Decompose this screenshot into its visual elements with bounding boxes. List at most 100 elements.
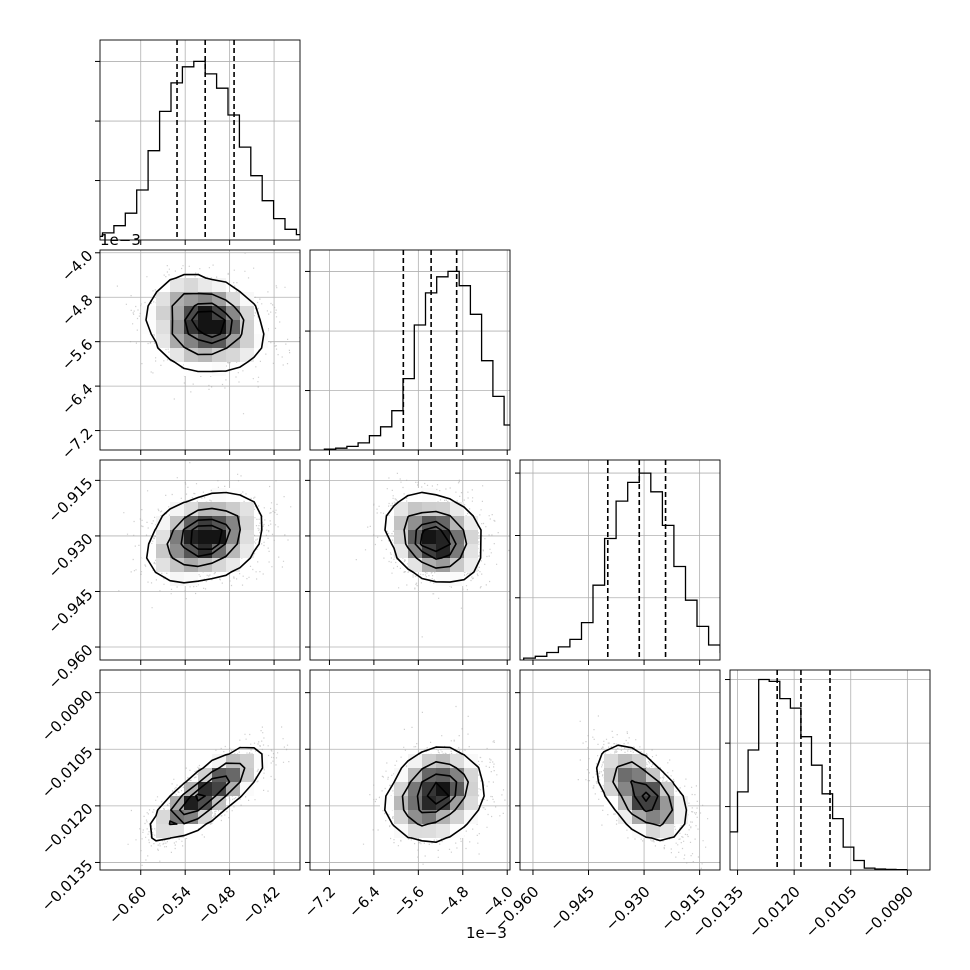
- density-bin-1-0: [184, 348, 198, 362]
- density-bin-3-1: [422, 768, 436, 782]
- density-bin-3-2: [618, 810, 632, 824]
- density-bin-3-1: [422, 782, 436, 796]
- density-bin-2-1: [408, 502, 422, 516]
- contour-1-0-2: [184, 302, 233, 345]
- pair-frame-3-2: [519, 669, 721, 871]
- density-bin-2-1: [408, 516, 422, 530]
- density-bin-3-0: [240, 754, 254, 768]
- density-bin-2-1: [394, 502, 408, 516]
- density-bin-1-0: [254, 334, 268, 348]
- hist-panel-2: [515, 459, 721, 665]
- y-tick-label-3-0: −0.0135: [38, 856, 97, 915]
- density-bin-1-0: [212, 320, 226, 334]
- contour-2-1-0: [384, 491, 482, 583]
- y-tick-label-2-1: −0.945: [45, 585, 97, 637]
- density-bin-3-2: [618, 754, 632, 768]
- contour-3-1-2: [416, 773, 458, 814]
- density-bin-2-0: [156, 544, 170, 558]
- y-tick-label-1-3: −4.8: [58, 291, 96, 329]
- density-bin-1-0: [198, 278, 212, 292]
- density-bin-3-2: [660, 782, 674, 796]
- density-bin-3-1: [422, 754, 436, 768]
- density-bin-3-1: [436, 796, 450, 810]
- density-bin-2-0: [240, 544, 254, 558]
- pair-inner-1-0: [100, 250, 300, 450]
- density-bin-2-0: [170, 558, 184, 572]
- density-bin-3-1: [450, 782, 464, 796]
- density-bin-1-0: [254, 320, 268, 334]
- density-bin-3-1: [380, 796, 394, 810]
- density-bin-3-1: [464, 796, 478, 810]
- density-bin-3-0: [156, 824, 170, 838]
- contour-1-0-0: [145, 273, 265, 373]
- pair-panel-3-0: [95, 669, 301, 875]
- density-bin-3-0: [254, 754, 268, 768]
- contour-3-2-3: [641, 791, 651, 802]
- contour-2-0-0: [145, 491, 263, 584]
- density-bin-2-0: [170, 572, 184, 586]
- density-bin-2-1: [408, 558, 422, 572]
- contour-3-0-2: [178, 775, 231, 816]
- density-bin-3-2: [618, 782, 632, 796]
- x-tick-label-1-1: −6.4: [345, 883, 383, 921]
- contour-2-1-1: [403, 510, 468, 569]
- contour-2-1-3: [419, 525, 451, 553]
- x-offset-label-1: 1e−3: [466, 924, 507, 942]
- density-bin-3-1: [450, 796, 464, 810]
- density-bin-2-0: [212, 488, 226, 502]
- density-bin-2-1: [422, 502, 436, 516]
- contour-3-2-0: [595, 744, 688, 842]
- y-offset-label-1: 1e−3: [100, 231, 141, 249]
- density-bin-3-0: [170, 824, 184, 838]
- density-bin-1-0: [170, 348, 184, 362]
- density-bin-3-0: [226, 768, 240, 782]
- pair-panel-2-0: [95, 459, 301, 665]
- density-bin-2-0: [198, 530, 212, 544]
- x-tick-label-2-1: −0.945: [546, 883, 598, 935]
- x-tick-label-0-0: −0.60: [105, 883, 150, 928]
- density-bin-1-0: [226, 320, 240, 334]
- hist-inner-0: [100, 40, 300, 240]
- density-bin-1-0: [184, 278, 198, 292]
- density-bin-2-0: [240, 502, 254, 516]
- y-tick-label-3-1: −0.0120: [38, 800, 97, 859]
- hist-panel-0: [95, 39, 301, 245]
- density-bin-2-0: [212, 530, 226, 544]
- density-bin-3-0: [212, 754, 226, 768]
- density-bin-3-2: [646, 768, 660, 782]
- density-bin-1-0: [184, 362, 198, 376]
- density-bin-1-0: [226, 292, 240, 306]
- density-bin-1-0: [226, 306, 240, 320]
- density-bin-2-0: [226, 488, 240, 502]
- density-bin-2-1: [394, 544, 408, 558]
- pair-inner-2-1: [310, 460, 510, 660]
- density-bin-3-1: [394, 796, 408, 810]
- contour-2-0-3: [190, 524, 223, 550]
- pair-frame-3-1: [309, 669, 511, 871]
- pair-inner-3-1: [310, 670, 510, 870]
- density-bin-1-0: [170, 278, 184, 292]
- density-bin-3-1: [408, 810, 422, 824]
- pair-frame-2-0: [99, 459, 301, 661]
- y-tick-label-1-0: −7.2: [58, 424, 96, 462]
- density-bin-1-0: [212, 348, 226, 362]
- density-bin-2-1: [450, 572, 464, 586]
- density-bin-1-0: [240, 306, 254, 320]
- pair-inner-3-0: [100, 670, 300, 870]
- contour-3-1-3: [426, 781, 450, 805]
- density-bin-3-1: [422, 796, 436, 810]
- contour-3-0-0: [149, 746, 264, 842]
- density-bin-2-0: [184, 572, 198, 586]
- density-bin-3-1: [394, 768, 408, 782]
- contour-2-1-2: [414, 520, 457, 560]
- density-bin-2-0: [156, 530, 170, 544]
- density-bin-1-0: [156, 320, 170, 334]
- density-bin-2-0: [226, 558, 240, 572]
- hist-panel-1: [305, 249, 511, 455]
- density-bin-2-1: [450, 558, 464, 572]
- density-bin-1-0: [170, 292, 184, 306]
- density-bin-2-1: [464, 544, 478, 558]
- x-tick-label-1-3: −4.8: [434, 883, 472, 921]
- density-bin-3-2: [646, 810, 660, 824]
- density-bin-2-0: [170, 502, 184, 516]
